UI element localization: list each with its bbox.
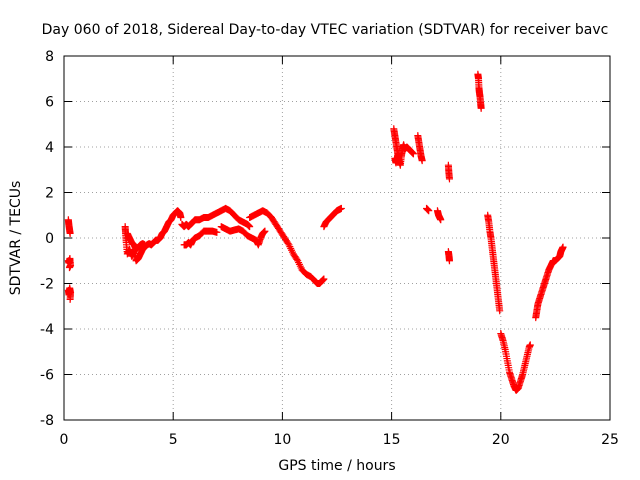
- y-axis-label: SDTVAR / TECUs: [8, 181, 24, 296]
- data-point: [320, 275, 328, 283]
- data-point: [559, 243, 567, 251]
- data-point: [437, 216, 445, 224]
- x-tick-label: 15: [383, 432, 401, 448]
- x-tick-label: 5: [169, 432, 178, 448]
- x-tick-label: 10: [273, 432, 291, 448]
- data-point: [445, 175, 453, 183]
- data-point: [261, 227, 269, 235]
- data-point: [65, 264, 73, 272]
- x-tick-label: 25: [601, 432, 619, 448]
- axis-ticks: 0 5 10 15 20 25 -8 -6 -4 -2 0 2 4 6 8: [40, 49, 619, 448]
- data-point: [477, 104, 485, 112]
- data-point: [418, 157, 426, 165]
- grid: [64, 56, 610, 420]
- data-point: [246, 223, 254, 231]
- data-point: [213, 228, 221, 236]
- y-tick-label: 8: [45, 49, 54, 65]
- data-point: [66, 229, 74, 237]
- data-point: [409, 150, 417, 158]
- x-tick-label: 0: [60, 432, 69, 448]
- x-tick-label: 20: [492, 432, 510, 448]
- data-point: [425, 207, 433, 215]
- data-point: [337, 204, 345, 212]
- data-point: [141, 241, 149, 249]
- data-point: [496, 307, 504, 315]
- x-axis-label: GPS time / hours: [278, 458, 395, 474]
- data-point: [177, 214, 185, 222]
- data-point: [526, 341, 534, 349]
- y-tick-label: 2: [45, 186, 54, 202]
- y-tick-label: 4: [45, 140, 54, 156]
- chart-title: Day 060 of 2018, Sidereal Day-to-day VTE…: [42, 22, 609, 38]
- y-tick-label: 6: [45, 95, 54, 111]
- data-points: [64, 70, 567, 394]
- data-point: [394, 150, 402, 158]
- y-tick-label: -6: [40, 368, 54, 384]
- data-point: [66, 295, 74, 303]
- y-tick-label: -8: [40, 413, 54, 429]
- y-tick-label: 0: [45, 231, 54, 247]
- y-tick-label: -2: [40, 277, 54, 293]
- data-point: [445, 257, 453, 265]
- y-tick-label: -4: [40, 322, 54, 338]
